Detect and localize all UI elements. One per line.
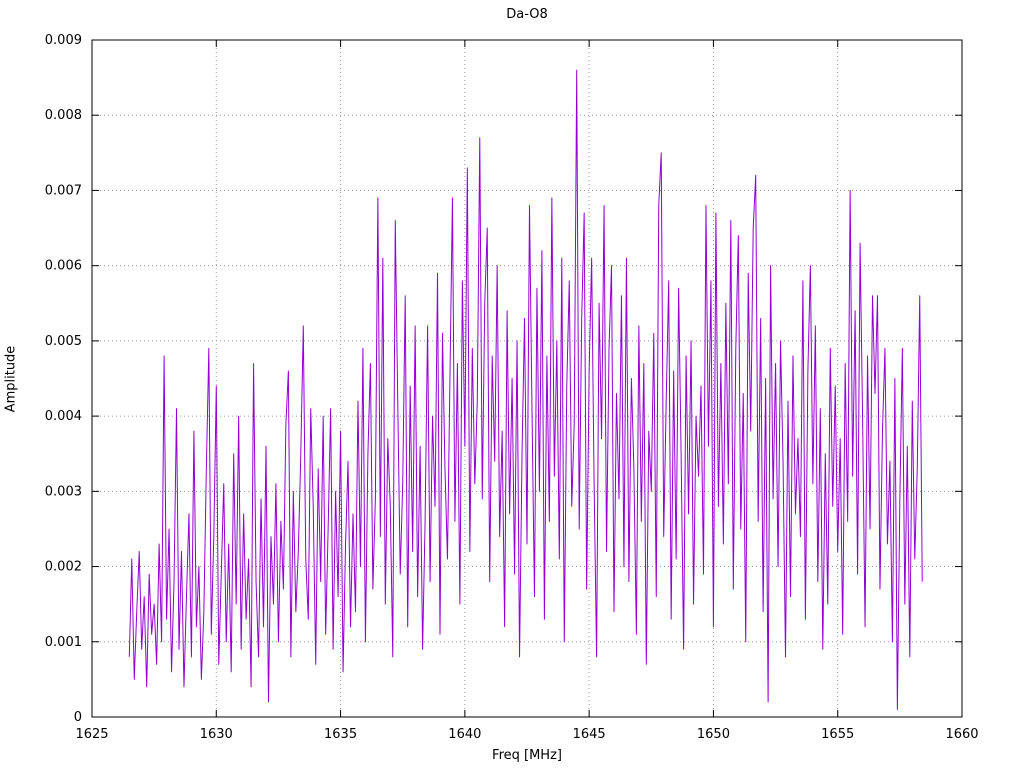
chart-title: Da-O8: [506, 7, 548, 22]
data-series-line: [128, 69, 923, 710]
x-tick-label: 1650: [697, 727, 730, 742]
y-tick-label: 0.004: [45, 409, 82, 424]
x-tick-label: 1640: [448, 727, 481, 742]
y-axis-label: Amplitude: [3, 345, 19, 413]
y-tick-label: 0.005: [45, 334, 82, 349]
y-tick-label: 0.001: [45, 635, 82, 650]
x-tick-label: 1645: [573, 727, 606, 742]
x-tick-label: 1660: [945, 727, 978, 742]
x-tick-label: 1625: [75, 727, 108, 742]
x-tick-label: 1635: [324, 727, 357, 742]
y-tick-label: 0.008: [45, 108, 82, 123]
y-tick-label: 0.009: [45, 33, 82, 48]
x-tick-label: 1630: [200, 727, 233, 742]
x-axis-label: Freq [MHz]: [492, 748, 562, 763]
y-tick-label: 0.006: [45, 259, 82, 274]
y-tick-label: 0.003: [45, 484, 82, 499]
y-tick-label: 0: [74, 710, 82, 725]
y-tick-label: 0.007: [45, 183, 82, 198]
y-tick-label: 0.002: [45, 560, 82, 575]
plot-border: [91, 39, 963, 718]
x-tick-label: 1655: [821, 727, 854, 742]
